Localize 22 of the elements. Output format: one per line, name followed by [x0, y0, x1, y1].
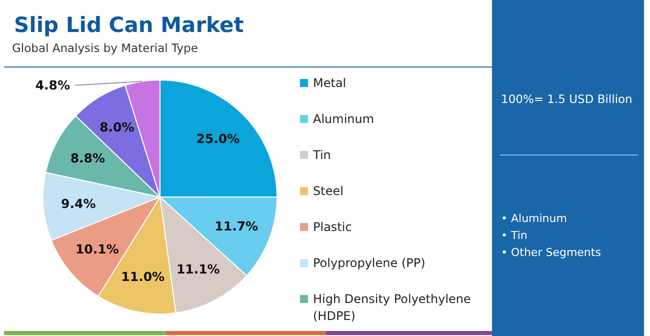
data-label: 8.0%: [100, 119, 135, 134]
legend-label: Aluminum: [313, 112, 374, 126]
text: • Other Segments: [501, 246, 602, 259]
data-label: 10.1%: [75, 242, 120, 257]
legend-label: Plastic: [313, 220, 352, 234]
data-label: 11.0%: [121, 269, 166, 284]
data-label: 25.0%: [196, 131, 240, 146]
text: • Tin: [501, 229, 528, 242]
legend-label: Steel: [313, 184, 344, 198]
chart-title: Slip Lid Can Market: [14, 13, 244, 37]
legend-label: Metal: [313, 76, 346, 90]
data-label: 8.8%: [70, 150, 106, 166]
legend-label: Polypropylene (PP): [313, 256, 426, 270]
data-label: 9.4%: [61, 196, 96, 211]
text: • Aluminum: [501, 212, 567, 225]
chart-subtitle: Global Analysis by Material Type: [12, 41, 198, 55]
legend-label: High Density Polyethylene (HDPE): [313, 292, 471, 323]
legend-label: Tin: [312, 148, 331, 162]
data-label: 11.1%: [176, 261, 220, 276]
text: 100%= 1.5 USD Billion: [501, 92, 632, 106]
data-label: 11.7%: [214, 218, 259, 234]
data-label: 4.8%: [35, 77, 70, 92]
